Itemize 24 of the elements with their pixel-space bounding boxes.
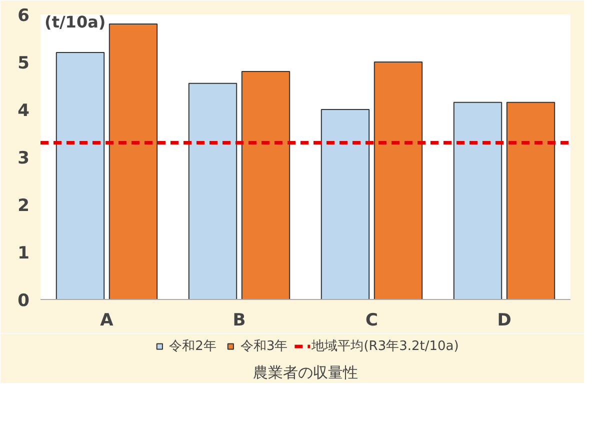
- x-tick-label: C: [366, 310, 378, 330]
- x-tick-label: D: [497, 310, 512, 330]
- y-tick-label: 1: [18, 244, 30, 264]
- y-tick-label: 0: [18, 291, 30, 311]
- y-tick-label: 3: [18, 148, 30, 168]
- y-tick-label: 6: [18, 6, 30, 26]
- bar: [320, 109, 370, 300]
- bar: [56, 52, 105, 300]
- y-tick-label: 2: [18, 196, 30, 216]
- y-tick-label: 4: [18, 101, 30, 121]
- bar: [453, 102, 502, 300]
- x-tick-label: A: [100, 310, 114, 330]
- bar: [188, 82, 238, 300]
- bar: [506, 102, 556, 300]
- legend-label: 地域平均(R3年3.2t/10a): [312, 338, 459, 355]
- legend-label: 令和2年: [169, 338, 216, 355]
- x-tick-label: B: [232, 310, 246, 330]
- text: 農業者の収量性: [253, 364, 358, 382]
- bar: [241, 71, 290, 300]
- legend-label: 令和3年: [240, 338, 288, 355]
- bar: [374, 62, 423, 300]
- y-axis-title: (t/10a): [44, 12, 106, 32]
- y-tick-label: 5: [18, 54, 30, 74]
- bar: [108, 24, 158, 300]
